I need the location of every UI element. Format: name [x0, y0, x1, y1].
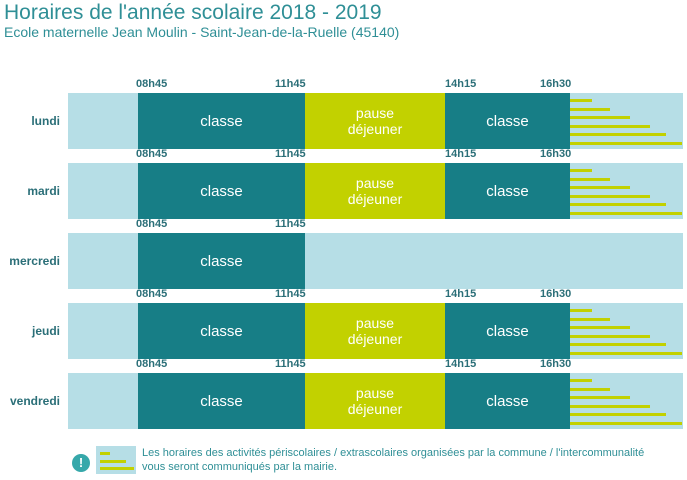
- pause-label-line1: pause: [355, 105, 395, 121]
- time-label: 16h30: [540, 148, 572, 160]
- day-row: jeudi 08h45 11h45 14h15 16h30 classe pause déje…: [0, 285, 687, 359]
- pause-dejeuner-block: pause déjeuner: [305, 373, 445, 429]
- day-bar: classe pause déjeuner classe: [68, 163, 683, 219]
- pause-label-line2: déjeuner: [347, 401, 403, 417]
- stripe: [570, 343, 666, 346]
- page-subtitle: Ecole maternelle Jean Moulin - Saint-Jea…: [4, 24, 400, 40]
- classe-block: classe: [138, 93, 305, 149]
- stripe: [570, 133, 666, 136]
- stripe: [570, 379, 592, 382]
- legend-swatch: [96, 446, 136, 474]
- stripe: [570, 351, 682, 355]
- day-bar: classe pause déjeuner classe: [68, 93, 683, 149]
- day-row: mercredi 08h45 11h45 classe: [0, 215, 687, 289]
- stripe: [570, 387, 610, 391]
- day-row: mardi 08h45 11h45 14h15 16h30 classe pause déje…: [0, 145, 687, 219]
- stripe: [570, 404, 650, 408]
- pause-label-line1: pause: [355, 175, 395, 191]
- time-label: 16h30: [540, 288, 572, 300]
- day-label: mercredi: [9, 254, 60, 268]
- time-label: 08h45: [136, 148, 168, 160]
- time-label: 11h45: [275, 288, 306, 300]
- pause-label-line1: pause: [355, 315, 395, 331]
- stripe: [570, 413, 666, 416]
- stripe: [570, 141, 682, 145]
- extracurricular-stripes: [570, 373, 683, 429]
- extracurricular-stripes: [570, 163, 683, 219]
- time-label: 08h45: [136, 358, 168, 370]
- time-label: 11h45: [275, 148, 306, 160]
- stripe: [570, 396, 630, 399]
- pause-label-line2: déjeuner: [347, 121, 403, 137]
- classe-block: classe: [138, 303, 305, 359]
- pause-label-line1: pause: [355, 385, 395, 401]
- pause-dejeuner-block: pause déjeuner: [305, 163, 445, 219]
- day-bar: classe pause déjeuner classe: [68, 303, 683, 359]
- legend: ! Les horaires des activités périscolair…: [72, 446, 672, 480]
- stripe: [570, 99, 592, 102]
- extracurricular-stripes: [570, 303, 683, 359]
- time-label: 16h30: [540, 78, 572, 90]
- pause-dejeuner-block: pause déjeuner: [305, 93, 445, 149]
- time-label: 14h15: [445, 78, 477, 90]
- legend-text: Les horaires des activités périscolaires…: [142, 447, 645, 473]
- time-label: 08h45: [136, 78, 168, 90]
- stripe: [570, 203, 666, 206]
- stripe: [570, 116, 630, 119]
- day-row: vendredi 08h45 11h45 14h15 16h30 classe pause d…: [0, 355, 687, 429]
- stripe: [570, 177, 610, 181]
- time-label: 14h15: [445, 358, 477, 370]
- time-label: 16h30: [540, 358, 572, 370]
- time-label: 14h15: [445, 148, 477, 160]
- stripe: [570, 107, 610, 111]
- pause-label-line2: déjeuner: [347, 191, 403, 207]
- classe-block: classe: [445, 303, 570, 359]
- classe-block: classe: [445, 163, 570, 219]
- time-label: 11h45: [275, 78, 306, 90]
- classe-block: classe: [138, 233, 305, 289]
- time-label: 08h45: [136, 218, 168, 230]
- pause-dejeuner-block: pause déjeuner: [305, 303, 445, 359]
- extracurricular-stripes: [570, 93, 683, 149]
- stripe: [570, 124, 650, 128]
- day-bar: classe: [68, 233, 683, 289]
- time-label: 08h45: [136, 288, 168, 300]
- stripe: [570, 211, 682, 215]
- stripe: [570, 334, 650, 338]
- info-icon: !: [72, 454, 90, 472]
- page-title: Horaires de l'année scolaire 2018 - 2019: [4, 1, 382, 24]
- time-label: 14h15: [445, 288, 477, 300]
- classe-block: classe: [445, 93, 570, 149]
- stripe: [570, 326, 630, 329]
- stripe: [570, 194, 650, 198]
- stripe: [570, 309, 592, 312]
- time-label: 11h45: [275, 358, 306, 370]
- day-label: mardi: [27, 184, 60, 198]
- classe-block: classe: [138, 373, 305, 429]
- stripe: [570, 186, 630, 189]
- day-row: lundi 08h45 11h45 14h15 16h30 classe pause déje…: [0, 75, 687, 149]
- day-label: lundi: [31, 114, 60, 128]
- day-label: jeudi: [31, 324, 60, 338]
- time-label: 11h45: [275, 218, 306, 230]
- classe-block: classe: [138, 163, 305, 219]
- day-label: vendredi: [9, 394, 60, 408]
- stripe: [570, 421, 682, 425]
- stripe: [570, 317, 610, 321]
- stripe: [570, 169, 592, 172]
- classe-block: classe: [445, 373, 570, 429]
- day-bar: classe pause déjeuner classe: [68, 373, 683, 429]
- pause-label-line2: déjeuner: [347, 331, 403, 347]
